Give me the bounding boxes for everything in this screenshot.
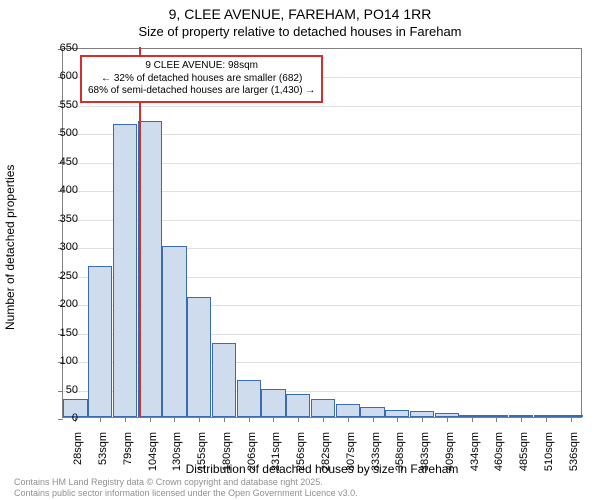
x-tick-mark [571, 417, 572, 422]
histogram-bar [138, 121, 162, 417]
chart-title-main: 9, CLEE AVENUE, FAREHAM, PO14 1RR [0, 6, 600, 22]
footer-line-2: Contains public sector information licen… [14, 488, 358, 498]
x-tick-mark [298, 417, 299, 422]
x-tick-label: 104sqm [147, 432, 159, 482]
callout-line-1: 9 CLEE AVENUE: 98sqm [88, 60, 315, 73]
x-tick-mark [174, 417, 175, 422]
x-tick-label: 307sqm [345, 432, 357, 482]
histogram-bar [311, 399, 335, 417]
x-tick-label: 358sqm [394, 432, 406, 482]
x-tick-label: 485sqm [518, 432, 530, 482]
x-tick-label: 383sqm [419, 432, 431, 482]
plot-area [62, 48, 582, 418]
chart-container: 9, CLEE AVENUE, FAREHAM, PO14 1RR Size o… [0, 0, 600, 500]
x-tick-mark [472, 417, 473, 422]
y-axis-label: Number of detached properties [3, 165, 17, 330]
x-tick-mark [323, 417, 324, 422]
y-tick-label: 300 [48, 241, 78, 253]
y-tick-label: 500 [48, 127, 78, 139]
y-tick-label: 400 [48, 184, 78, 196]
x-tick-mark [273, 417, 274, 422]
x-tick-mark [199, 417, 200, 422]
histogram-bar [113, 124, 137, 417]
x-tick-mark [224, 417, 225, 422]
x-tick-mark [373, 417, 374, 422]
histogram-bar [336, 404, 360, 417]
marker-line [139, 47, 141, 417]
x-tick-mark [125, 417, 126, 422]
x-tick-label: 333sqm [370, 432, 382, 482]
x-tick-mark [422, 417, 423, 422]
y-tick-label: 550 [48, 99, 78, 111]
histogram-bar [88, 266, 112, 417]
callout-box: 9 CLEE AVENUE: 98sqm ← 32% of detached h… [80, 55, 323, 103]
y-tick-label: 600 [48, 70, 78, 82]
x-tick-mark [348, 417, 349, 422]
callout-line-2: ← 32% of detached houses are smaller (68… [88, 73, 315, 86]
x-tick-label: 510sqm [543, 432, 555, 482]
histogram-bar [360, 407, 384, 417]
histogram-bar [237, 380, 261, 417]
x-tick-mark [447, 417, 448, 422]
histogram-bar [286, 394, 310, 417]
x-tick-label: 460sqm [493, 432, 505, 482]
histogram-bar [162, 246, 186, 417]
x-tick-mark [150, 417, 151, 422]
x-tick-label: 79sqm [122, 432, 134, 482]
x-tick-label: 28sqm [72, 432, 84, 482]
x-tick-label: 231sqm [270, 432, 282, 482]
x-tick-label: 180sqm [221, 432, 233, 482]
histogram-bar [385, 410, 409, 417]
x-tick-mark [546, 417, 547, 422]
x-tick-mark [249, 417, 250, 422]
x-tick-label: 536sqm [568, 432, 580, 482]
x-tick-mark [521, 417, 522, 422]
y-tick-label: 250 [48, 270, 78, 282]
x-tick-label: 434sqm [469, 432, 481, 482]
x-tick-label: 409sqm [444, 432, 456, 482]
y-tick-label: 100 [48, 355, 78, 367]
x-tick-label: 130sqm [171, 432, 183, 482]
x-tick-label: 206sqm [246, 432, 258, 482]
chart-title-sub: Size of property relative to detached ho… [0, 24, 600, 39]
x-tick-label: 256sqm [295, 432, 307, 482]
y-tick-label: 350 [48, 213, 78, 225]
x-tick-label: 155sqm [196, 432, 208, 482]
histogram-bar [261, 389, 285, 417]
histogram-bar [212, 343, 236, 417]
y-tick-label: 200 [48, 298, 78, 310]
callout-line-3: 68% of semi-detached houses are larger (… [88, 85, 315, 98]
histogram-bar [187, 297, 211, 417]
y-tick-label: 650 [48, 42, 78, 54]
x-tick-mark [100, 417, 101, 422]
x-tick-mark [496, 417, 497, 422]
x-tick-mark [397, 417, 398, 422]
x-tick-label: 53sqm [97, 432, 109, 482]
y-tick-label: 150 [48, 327, 78, 339]
x-tick-label: 282sqm [320, 432, 332, 482]
y-tick-label: 50 [48, 384, 78, 396]
y-tick-label: 450 [48, 156, 78, 168]
y-tick-label: 0 [48, 412, 78, 424]
